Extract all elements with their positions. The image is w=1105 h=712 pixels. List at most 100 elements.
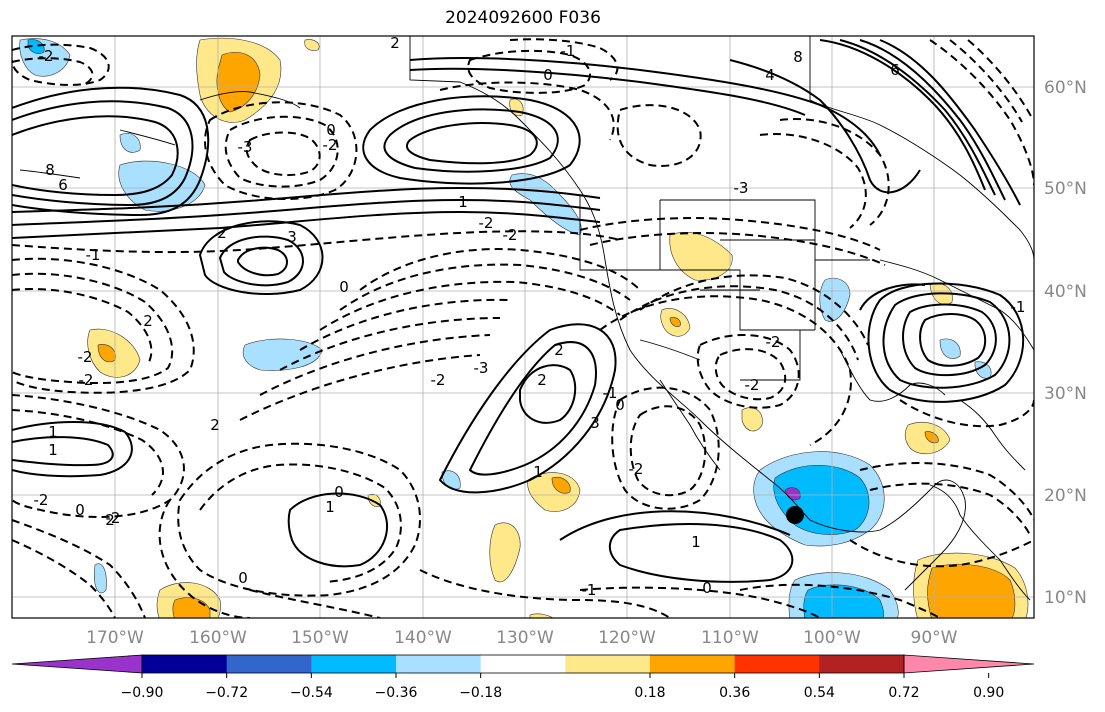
colorbar-segment <box>650 655 736 673</box>
shade-carib-orange <box>927 563 1016 618</box>
shade-east-blue-2 <box>939 338 961 359</box>
coastlines <box>19 36 1034 601</box>
contour-label: 2 <box>554 341 564 359</box>
colorbar-segment <box>565 655 651 673</box>
contour-label: 0 <box>702 579 712 597</box>
shade-small-blue-1 <box>119 133 141 153</box>
contour-label: 0 <box>326 121 336 139</box>
contours-solid <box>12 39 1025 583</box>
lon-label: 150°W <box>291 628 349 648</box>
shade-central-blue <box>242 338 323 371</box>
colorbar-extend-low <box>11 654 143 674</box>
colorbar-segment <box>226 655 312 673</box>
contour-label: 0 <box>615 396 625 414</box>
contour-label: 0 <box>543 66 553 84</box>
colorbar-extend-high <box>903 654 1035 674</box>
colorbar-tick-label: −0.72 <box>205 685 248 701</box>
contour-label: 2 <box>390 34 400 52</box>
colorbar-ticks: −0.90 −0.72 −0.54 −0.36 −0.18 0.18 0.36 0.54 0.7… <box>121 673 1004 701</box>
colorbar-segment <box>142 655 228 673</box>
contour-label: 2 <box>105 511 115 529</box>
shade-nw-deepblue <box>27 39 45 54</box>
shade-gulf-blue <box>118 160 206 212</box>
lat-label: 40°N <box>1044 282 1087 302</box>
contour-label: -1 <box>603 384 618 402</box>
colorbar <box>11 654 1035 674</box>
contour-label: 2 <box>210 416 220 434</box>
contour-label: -3 <box>238 138 253 156</box>
contour-label: 6 <box>890 61 900 79</box>
contour-label: 6 <box>58 176 68 194</box>
colorbar-segment <box>734 655 820 673</box>
gridlines <box>12 36 1034 618</box>
contour-label: 1 <box>48 441 58 459</box>
contour-label: 8 <box>793 48 803 66</box>
contour-label: 0 <box>334 483 344 501</box>
contour-label: -2 <box>79 371 94 389</box>
chart-title: 2024092600 F036 <box>445 8 601 28</box>
contours-dashed <box>12 38 1034 618</box>
lat-label: 20°N <box>1044 486 1087 506</box>
shade-small-yellow-2 <box>304 39 320 51</box>
colorbar-tick-label: −0.18 <box>459 685 502 701</box>
colorbar-tick-label: −0.54 <box>290 685 333 701</box>
contour-label: -1 <box>561 42 576 60</box>
lon-label: 100°W <box>803 628 861 648</box>
colorbar-segment <box>311 655 397 673</box>
colorbar-segment <box>819 655 905 673</box>
lon-label: 130°W <box>496 628 554 648</box>
lat-label: 30°N <box>1044 384 1087 404</box>
lon-label: 170°W <box>86 628 144 648</box>
latitude-labels: 60°N 50°N 40°N 30°N 20°N 10°N <box>1044 78 1087 608</box>
contour-label: -2 <box>503 226 518 244</box>
contour-label: 8 <box>45 161 55 179</box>
shade-sw-yellow <box>489 522 521 583</box>
contour-label: 3 <box>590 414 600 432</box>
contour-label: 1 <box>533 463 543 481</box>
lat-label: 60°N <box>1044 78 1087 98</box>
colorbar-tick-label: 0.54 <box>804 685 835 701</box>
contour-label: -2 <box>629 460 644 478</box>
contour-label: -2 <box>766 333 781 351</box>
map-frame <box>11 35 1035 619</box>
colorbar-tick-label: −0.90 <box>121 685 164 701</box>
contour-label: 4 <box>765 66 775 84</box>
colorbar-tick-label: −0.36 <box>375 685 418 701</box>
longitude-labels: 170°W 160°W 150°W 140°W 130°W 120°W 110°W 100°W… <box>86 628 958 648</box>
contour-label: 1 <box>48 423 58 441</box>
colorbar-segment <box>396 655 482 673</box>
colorbar-segment <box>480 655 566 673</box>
shade-small-blue-3 <box>94 563 107 594</box>
contour-label: -2 <box>323 136 338 154</box>
colorbar-tick-label: 0.36 <box>719 685 750 701</box>
contour-label: 2 <box>537 371 547 389</box>
lon-label: 110°W <box>701 628 759 648</box>
location-marker <box>786 506 804 524</box>
shade-bottom-blue <box>803 584 885 618</box>
contour-label: -1 <box>582 581 597 599</box>
contour-label: -2 <box>479 214 494 232</box>
lat-label: 10°N <box>1044 588 1087 608</box>
contour-label: -3 <box>734 179 749 197</box>
contour-label: -2 <box>39 47 54 65</box>
contour-label: -2 <box>78 348 93 366</box>
contour-labels: 2 -10-2 84 686-30-21-2-32 3-10-22-2-2 -2-3-2-… <box>34 34 1026 599</box>
lon-label: 140°W <box>394 628 452 648</box>
contour-label: -2 <box>34 491 49 509</box>
contour-label: -1 <box>86 246 101 264</box>
shade-east-blue <box>819 277 851 322</box>
lon-label: 160°W <box>189 628 247 648</box>
lon-label: 90°W <box>911 628 958 648</box>
contour-label: -2 <box>106 509 121 527</box>
shade-gulf-orange <box>924 431 939 444</box>
shade-midpac-orange <box>551 477 571 494</box>
lat-label: 50°N <box>1044 179 1087 199</box>
colorbar-tick-label: 0.18 <box>634 685 665 701</box>
lon-label: 120°W <box>598 628 656 648</box>
contour-label: 0 <box>339 278 349 296</box>
shade-calif-orange <box>669 317 681 327</box>
colorbar-tick-label: 0.72 <box>888 685 919 701</box>
contour-label: 3 <box>287 228 297 246</box>
shade-small-yellow-4 <box>529 613 554 618</box>
